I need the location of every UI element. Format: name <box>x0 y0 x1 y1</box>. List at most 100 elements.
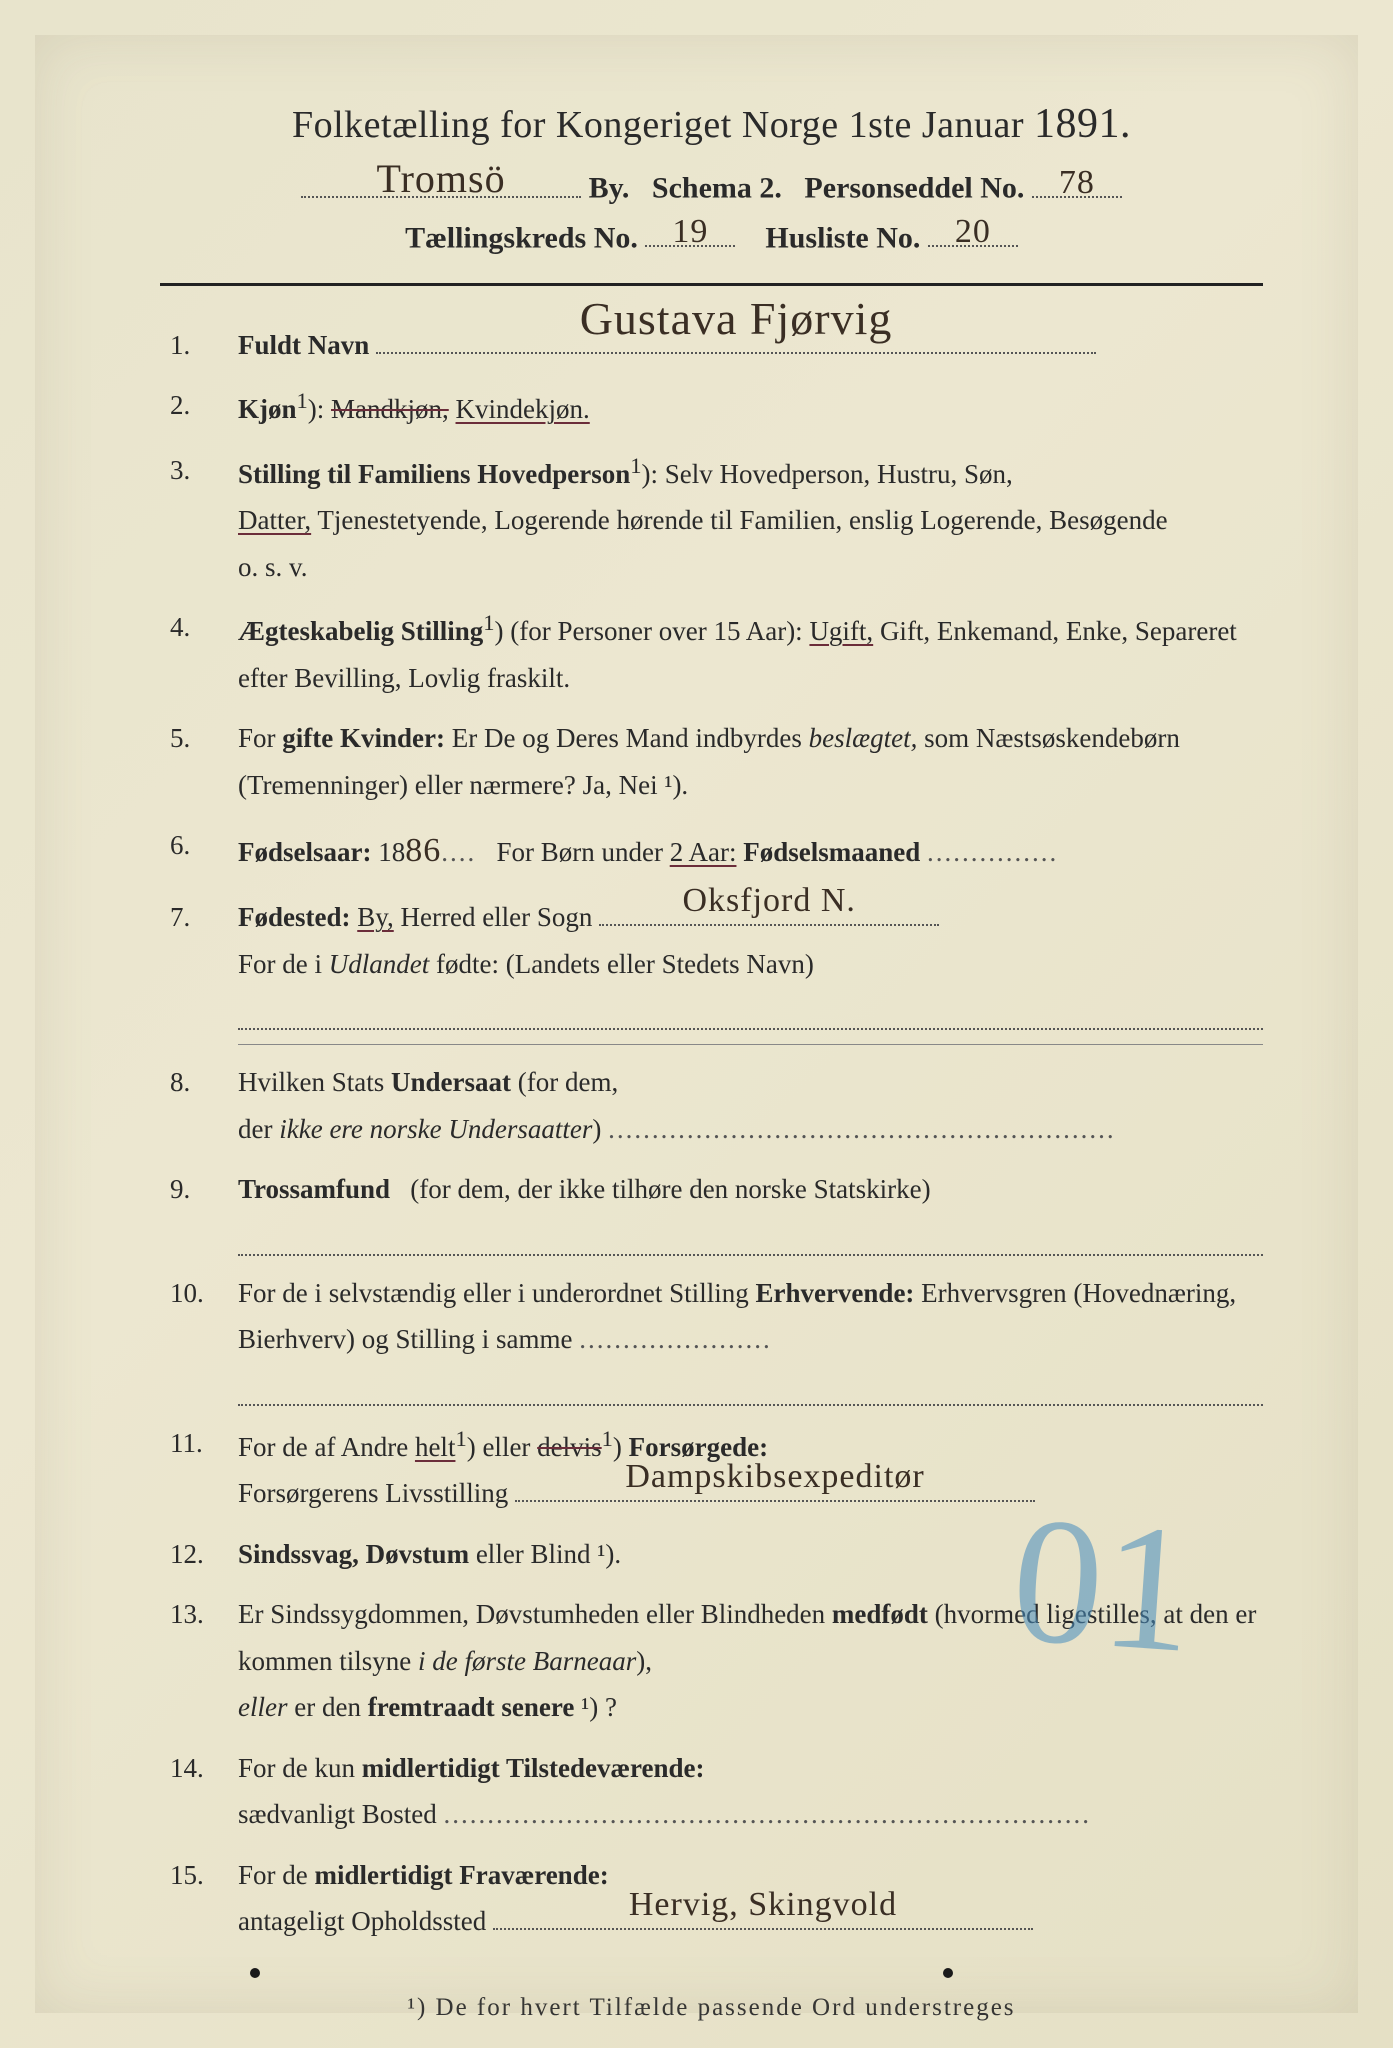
q15-line2: antageligt Opholdssted <box>238 1906 486 1936</box>
q12: Sindssvag, Døvstum eller Blind ¹). <box>160 1531 1263 1577</box>
q15-value: Hervig, Skingvold <box>493 1876 1033 1934</box>
census-form-page: Folketælling for Kongeriget Norge 1ste J… <box>0 0 1393 2048</box>
q10-dots: ...................... <box>579 1324 772 1354</box>
q3-text-d: o. s. v. <box>238 552 308 582</box>
q9-bold: Trossamfund <box>238 1174 390 1204</box>
q10: For de i selvstændig eller i underordnet… <box>160 1270 1263 1406</box>
q2-opt-b: Kvindekjøn. <box>456 394 590 424</box>
q7-label: Fødested: <box>238 902 350 932</box>
q7-blank-line <box>238 987 1263 1030</box>
q12-bold: Sindssvag, Døvstum <box>238 1539 469 1569</box>
q7-line2it: Udlandet <box>329 949 430 979</box>
q2-opt-a: Mandkjøn, <box>331 394 449 424</box>
q6-under: 2 Aar: <box>670 837 737 867</box>
q7-by: By, <box>357 902 394 932</box>
q3-text-c: Tjenestetyende, Logerende hørende til Fa… <box>317 505 1167 535</box>
husliste-label: Husliste No. <box>765 221 920 254</box>
q2: Kjøn1): Mandkjøn, Kvindekjøn. <box>160 382 1263 432</box>
q3-datter: Datter, <box>238 505 311 535</box>
kreds-label: Tællingskreds No. <box>405 221 638 254</box>
question-list-2: Hvilken Stats Undersaat (for dem, der ik… <box>160 1059 1263 1944</box>
q4: Ægteskabelig Stilling1) (for Personer ov… <box>160 604 1263 701</box>
q8-dots: ........................................… <box>608 1114 1116 1144</box>
q7-field: Oksfjord N. <box>599 898 939 926</box>
q11-a: For de af Andre <box>238 1432 408 1462</box>
q10-bold: Erhvervende: <box>755 1278 914 1308</box>
q1-field: Gustava Fjørvig <box>376 326 1096 354</box>
q7-line2a: For de i <box>238 949 322 979</box>
husliste-no: 20 <box>928 213 1018 251</box>
title-text: Folketælling for Kongeriget Norge 1ste J… <box>292 104 1024 146</box>
footnote: ¹) De for hvert Tilfælde passende Ord un… <box>160 1994 1263 2022</box>
q6-dots2: ............... <box>927 837 1058 867</box>
q13-bold1: medfødt <box>832 1599 928 1629</box>
q5-text: Er De og Deres Mand indbyrdes <box>452 723 802 753</box>
q6-year-prefix: 18 <box>378 837 405 867</box>
q1-value: Gustava Fjørvig <box>376 279 1096 358</box>
q14-bold: midlertidigt Tilstedeværende: <box>362 1753 705 1783</box>
q8: Hvilken Stats Undersaat (for dem, der ik… <box>160 1059 1263 1152</box>
q6-dots: .... <box>441 837 476 867</box>
q14: For de kun midlertidigt Tilstedeværende:… <box>160 1745 1263 1838</box>
q8-b: (for dem, <box>518 1067 618 1097</box>
q9-blank <box>238 1213 1263 1256</box>
q11: For de af Andre helt1) eller delvis1) Fo… <box>160 1420 1263 1517</box>
q3-text-a: Selv Hovedperson, Hustru, Søn, <box>665 459 1013 489</box>
q6-year-hw: 86 <box>405 832 441 869</box>
q14-a: For de kun <box>238 1753 355 1783</box>
q13-c: ), <box>636 1646 652 1676</box>
q13-it2: eller <box>238 1692 287 1722</box>
q8-a: Hvilken Stats <box>238 1067 384 1097</box>
q12-rest: eller Blind ¹). <box>476 1539 621 1569</box>
q11-field: Dampskibsexpeditør <box>515 1474 1035 1502</box>
q7-rest: Herred eller Sogn <box>401 902 593 932</box>
personseddel-no: 78 <box>1032 164 1122 202</box>
q1: Fuldt Navn Gustava Fjørvig <box>160 322 1263 368</box>
kreds-no-field: 19 <box>645 216 735 248</box>
title-year: 1891. <box>1034 101 1131 147</box>
q13-it: i de første Barneaar <box>418 1646 636 1676</box>
ink-blot-1 <box>250 1968 260 1978</box>
q11-helt: helt <box>415 1432 456 1462</box>
q3: Stilling til Familiens Hovedperson1): Se… <box>160 447 1263 590</box>
q5-it: beslægtet, <box>809 723 918 753</box>
q11-value: Dampskibsexpeditør <box>515 1448 1035 1506</box>
q6-label: Fødselsaar: <box>238 837 371 867</box>
mid-rule <box>238 1044 1263 1045</box>
husliste-no-field: 20 <box>928 216 1018 248</box>
q13-a: Er Sindssygdommen, Døvstumheden eller Bl… <box>238 1599 825 1629</box>
q8-bold: Undersaat <box>391 1067 511 1097</box>
page-title: Folketælling for Kongeriget Norge 1ste J… <box>160 100 1263 148</box>
q13: Er Sindssygdommen, Døvstumheden eller Bl… <box>160 1591 1263 1730</box>
q13-d: er den <box>294 1692 361 1722</box>
q5-label: gifte Kvinder: <box>282 723 445 753</box>
q4-label: Ægteskabelig Stilling <box>238 616 483 646</box>
by-label: By. <box>589 172 630 205</box>
q11-line2: Forsørgerens Livsstilling <box>238 1478 508 1508</box>
schema-label: Schema 2. <box>652 172 782 205</box>
subheader-line-2: Tællingskreds No. 19 Husliste No. 20 <box>160 216 1263 256</box>
q7-line2b: fødte: (Landets eller Stedets Navn) <box>436 949 814 979</box>
ink-blot-2 <box>943 1968 953 1978</box>
subheader-line-1: Tromsö By. Schema 2. Personseddel No. 78 <box>160 166 1263 206</box>
personseddel-label: Personseddel No. <box>804 172 1024 205</box>
kreds-no: 19 <box>645 213 735 251</box>
q1-label: Fuldt Navn <box>238 330 369 360</box>
city-handwritten: Tromsö <box>301 155 581 202</box>
q15-field: Hervig, Skingvold <box>493 1902 1033 1930</box>
q13-bold2: fremtraadt senere <box>368 1692 575 1722</box>
q7: Fødested: By, Herred eller Sogn Oksfjord… <box>160 894 1263 1030</box>
q4-paren: (for Personer over 15 Aar): <box>510 616 802 646</box>
q15: For de midlertidigt Fraværende: antageli… <box>160 1852 1263 1945</box>
personseddel-no-field: 78 <box>1032 166 1122 198</box>
q10-blank <box>238 1363 1263 1406</box>
city-field: Tromsö <box>301 166 581 198</box>
q9: Trossamfund (for dem, der ikke tilhøre d… <box>160 1166 1263 1256</box>
q14-dots: ........................................… <box>444 1799 1092 1829</box>
q10-a: For de i selvstændig eller i underordnet… <box>238 1278 749 1308</box>
q15-a: For de <box>238 1860 308 1890</box>
q14-line2: sædvanligt Bosted <box>238 1799 437 1829</box>
q8-c: der <box>238 1114 272 1144</box>
q6-mid: For Børn under <box>496 837 662 867</box>
q5: For gifte Kvinder: Er De og Deres Mand i… <box>160 715 1263 808</box>
